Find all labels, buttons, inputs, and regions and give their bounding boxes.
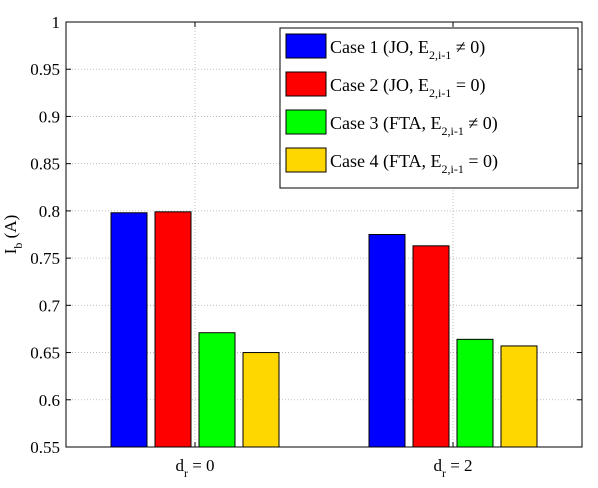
legend-label-3: Case 3 (FTA, E2,i-1 ≠ 0) xyxy=(330,113,498,138)
legend-box xyxy=(279,27,579,189)
legend-swatch-2 xyxy=(285,71,327,97)
y-axis-label: Ib (A) xyxy=(1,215,25,255)
legend-label-4: Case 4 (FTA, E2,i-1 = 0) xyxy=(330,151,498,176)
bar-3-1 xyxy=(198,332,236,448)
axes-box xyxy=(65,21,583,448)
y-tick-label: 0.85 xyxy=(30,155,60,174)
bar-4-1 xyxy=(242,352,280,448)
y-tick-label: 0.8 xyxy=(39,202,60,221)
y-tick-label: 1 xyxy=(52,13,61,32)
x-tick-label: dr = 0 xyxy=(175,456,214,480)
legend-label-2: Case 2 (JO, E2,i-1 = 0) xyxy=(330,75,485,100)
bars xyxy=(110,211,538,448)
y-tick-label: 0.7 xyxy=(39,296,61,315)
x-tick-label: dr = 2 xyxy=(433,456,472,480)
y-tick-label: 0.65 xyxy=(30,344,60,363)
legend-swatch-4 xyxy=(285,147,327,173)
y-tick-label: 0.6 xyxy=(39,391,60,410)
legend-label-1: Case 1 (JO, E2,i-1 ≠ 0) xyxy=(330,37,485,62)
bar-2-2 xyxy=(412,245,450,448)
bar-4-2 xyxy=(500,345,538,448)
y-tick-labels: 0.55 0.6 0.65 0.7 0.75 0.8 0.85 0.9 0.95 1 xyxy=(30,13,582,457)
bar-3-2 xyxy=(456,338,494,448)
bar-1-1 xyxy=(110,212,148,448)
bar-1-2 xyxy=(368,234,406,448)
x-tick-labels: dr = 0 dr = 2 xyxy=(175,22,473,480)
legend-swatch-1 xyxy=(285,33,327,59)
y-tick-label: 0.9 xyxy=(39,107,60,126)
legend-swatch-3 xyxy=(285,109,327,135)
y-tick-label: 0.75 xyxy=(30,249,60,268)
y-tick-label: 0.55 xyxy=(30,438,60,457)
y-tick-label: 0.95 xyxy=(30,60,60,79)
legend: Case 1 (JO, E2,i-1 ≠ 0) Case 2 (JO, E2,i-… xyxy=(279,27,579,189)
bar-2-1 xyxy=(154,211,192,448)
y-axis-label-text: Ib (A) xyxy=(1,215,25,255)
